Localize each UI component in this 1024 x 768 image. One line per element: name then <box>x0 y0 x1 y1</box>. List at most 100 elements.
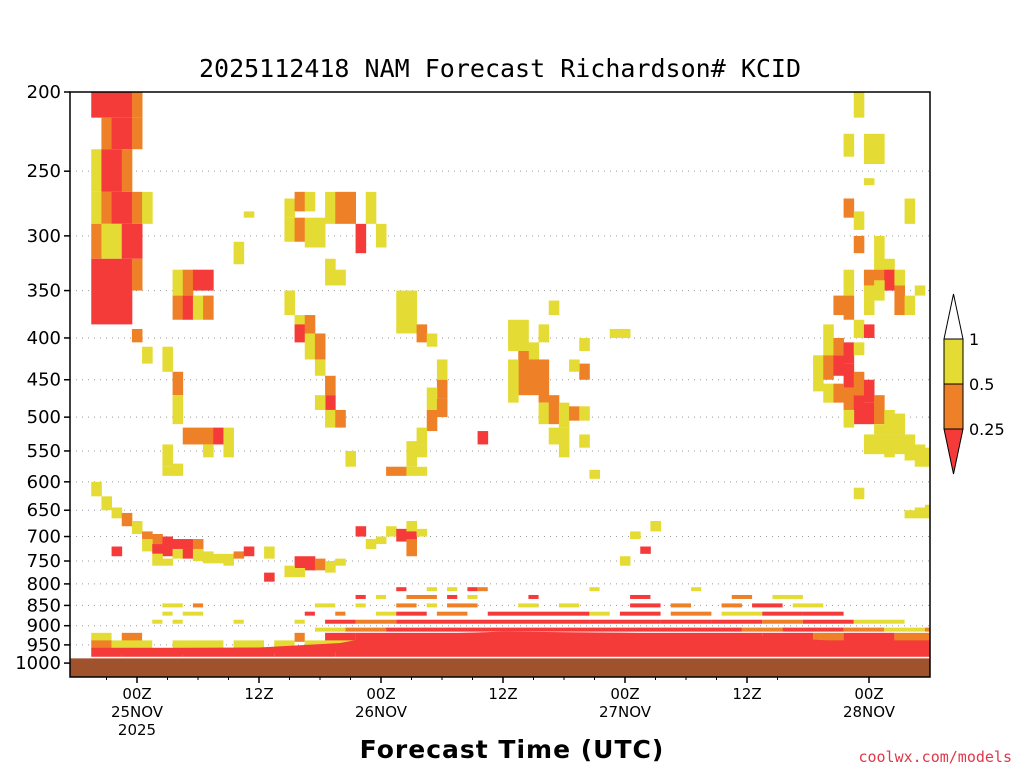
x-tick-label: 12Z <box>244 685 273 703</box>
ri-cell <box>111 191 123 224</box>
colorbar-orange <box>943 383 964 430</box>
ri-cell <box>304 217 316 248</box>
ri-band-cell <box>91 640 112 650</box>
ri-cell <box>213 553 224 564</box>
ri-cell <box>874 424 885 435</box>
ri-cell <box>863 434 875 455</box>
ri-cell <box>569 406 580 421</box>
ri-cell <box>884 258 895 281</box>
x-tick-label: 12Z <box>488 685 517 703</box>
ri-band-cell <box>487 611 590 616</box>
ri-cell <box>325 561 336 573</box>
ri-cell <box>131 328 143 343</box>
ri-cell <box>264 546 275 559</box>
ri-band-cell <box>721 603 742 608</box>
ri-band-cell <box>782 627 844 632</box>
ri-cell <box>884 269 895 291</box>
ri-cell <box>426 387 438 410</box>
ri-band-cell <box>436 611 468 616</box>
ri-cell <box>396 528 407 542</box>
ri-cell <box>162 558 173 566</box>
ri-band-cell <box>477 587 488 592</box>
ri-band-cell <box>762 632 814 642</box>
ri-cell <box>294 191 306 212</box>
y-tick-label: 900 <box>27 616 61 637</box>
y-tick-label: 700 <box>27 527 61 548</box>
ri-cell <box>843 133 855 157</box>
ri-cell <box>375 223 387 248</box>
ri-cell <box>121 258 133 325</box>
ri-cell <box>192 539 204 549</box>
ri-cell <box>172 295 184 320</box>
ri-cell <box>894 285 905 316</box>
ri-band-cell <box>853 619 905 624</box>
ri-cell <box>131 258 143 291</box>
ri-band-cell <box>335 611 346 616</box>
ri-cell <box>853 211 865 230</box>
x-tick-label: 00Z <box>854 685 883 703</box>
chart-title: 2025112418 NAM Forecast Richardson# KCID <box>199 54 801 83</box>
plot-frame <box>69 91 931 678</box>
ri-cell <box>853 371 865 396</box>
ri-cell <box>904 295 916 316</box>
ri-cell <box>416 528 428 537</box>
ri-cell <box>131 191 143 224</box>
ri-cell <box>863 402 875 425</box>
y-tick-label: 300 <box>27 226 61 247</box>
ri-cell <box>142 539 153 552</box>
ri-band-cell <box>396 603 417 608</box>
ri-cell <box>396 466 407 476</box>
ri-cell <box>111 546 123 557</box>
ri-cell <box>863 133 875 165</box>
ri-cell <box>172 371 184 396</box>
ri-cell <box>863 269 875 286</box>
ri-cell <box>874 280 885 301</box>
y-tick-label: 1000 <box>15 653 61 674</box>
ri-cell <box>294 217 306 242</box>
ri-cell <box>874 133 885 165</box>
ri-cell <box>894 413 905 435</box>
credit-text[interactable]: coolwx.com/models <box>858 748 1012 766</box>
ri-band-cell <box>162 603 183 608</box>
ri-band-cell <box>355 619 397 624</box>
ri-cell <box>142 346 153 364</box>
ri-band-cell <box>762 619 803 624</box>
ri-cell <box>874 395 885 425</box>
ri-cell <box>619 556 631 566</box>
ri-cell <box>833 337 844 356</box>
ri-cell <box>111 92 123 118</box>
ri-band-cell <box>294 632 305 642</box>
ri-cell <box>162 444 173 467</box>
ri-cell <box>904 510 916 519</box>
ri-cell <box>416 427 428 445</box>
ri-band-cell <box>152 619 163 624</box>
ri-cell <box>101 191 112 224</box>
ri-cell <box>436 379 448 399</box>
ri-cell <box>325 191 336 224</box>
ri-cell <box>833 355 844 376</box>
ri-band-cell <box>528 594 539 599</box>
ri-cell <box>101 223 112 259</box>
ri-cell <box>111 507 123 519</box>
ri-cell <box>304 315 316 334</box>
ri-band-cell <box>314 603 336 608</box>
ri-cell <box>131 117 143 150</box>
ri-cell <box>101 117 112 150</box>
ri-cell <box>101 258 112 325</box>
ri-band-cell <box>182 611 204 616</box>
ri-cell <box>914 444 926 467</box>
ri-cell <box>508 359 519 403</box>
ri-cell <box>294 568 306 578</box>
ri-cell <box>426 409 438 432</box>
x-tick-label: 00Z <box>610 685 639 703</box>
ri-cell <box>416 444 428 458</box>
ri-cell <box>528 342 539 364</box>
ri-cell <box>924 504 930 519</box>
y-tick-label: 800 <box>27 574 61 595</box>
y-tick-label: 400 <box>27 328 61 349</box>
ri-band-cell <box>802 619 854 624</box>
colorbar-top-arrow <box>943 293 964 340</box>
ri-cell <box>853 395 865 425</box>
ri-cell <box>325 375 336 396</box>
ri-cell <box>386 526 397 537</box>
